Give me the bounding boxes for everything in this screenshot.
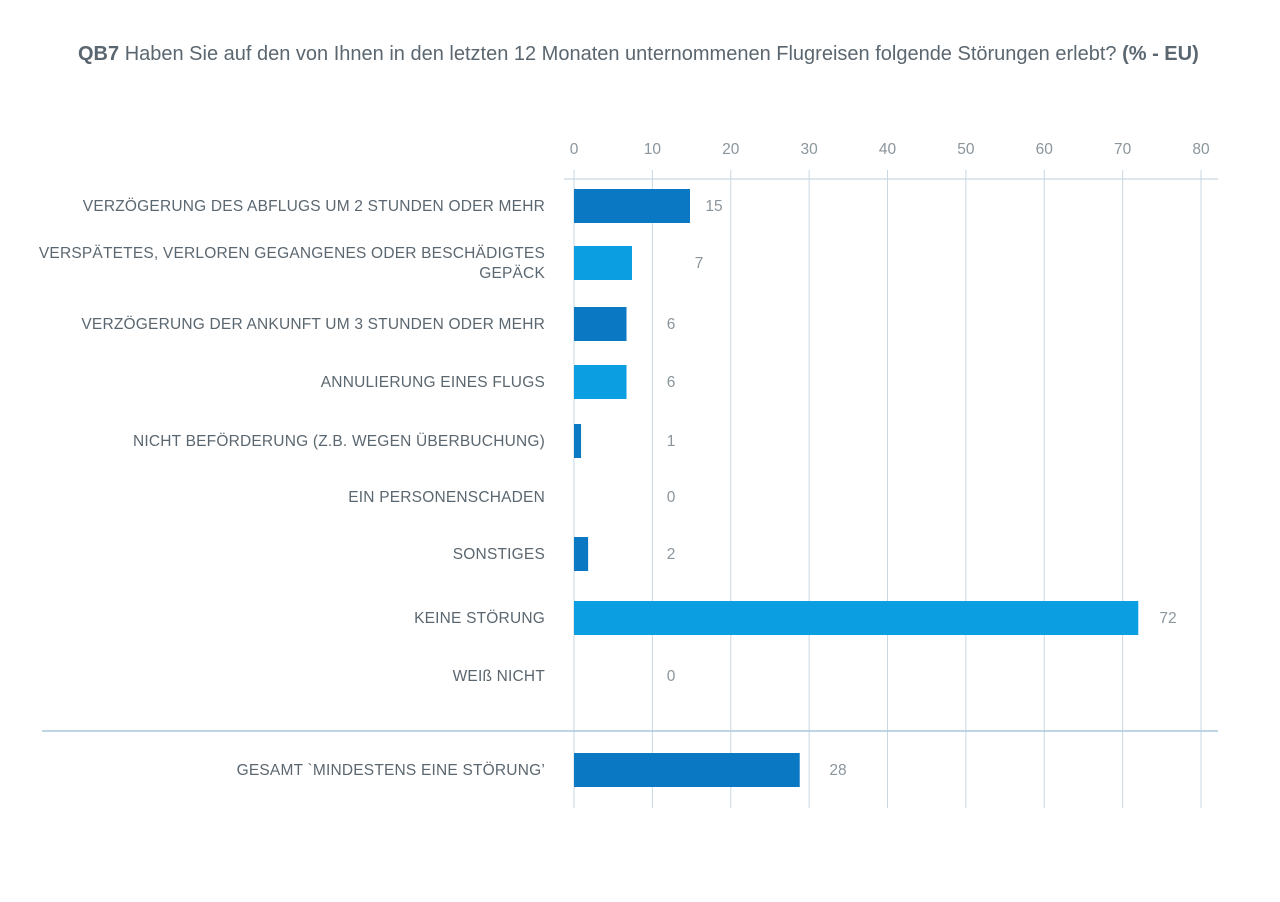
value-label: 6 bbox=[667, 316, 676, 333]
value-label: 0 bbox=[667, 489, 676, 506]
category-label: GEPÄCK bbox=[479, 265, 545, 282]
x-tick-label: 0 bbox=[570, 141, 579, 158]
bar bbox=[574, 307, 627, 341]
bar bbox=[574, 189, 690, 223]
x-tick-label: 50 bbox=[957, 141, 975, 158]
x-tick-label: 10 bbox=[644, 141, 662, 158]
unit-label: (% - EU) bbox=[1122, 43, 1199, 65]
question-text: Haben Sie auf den von Ihnen in den letzt… bbox=[124, 43, 1117, 65]
x-tick-label: 70 bbox=[1114, 141, 1132, 158]
chart-title: QB7 Haben Sie auf den von Ihnen in den l… bbox=[78, 40, 1218, 68]
category-label: NICHT BEFÖRDERUNG (Z.B. WEGEN ÜBERBUCHUN… bbox=[133, 432, 545, 450]
value-label: 0 bbox=[667, 668, 676, 685]
category-label: SONSTIGES bbox=[453, 546, 545, 563]
category-label: WEIß NICHT bbox=[453, 668, 546, 685]
category-label: KEINE STÖRUNG bbox=[414, 609, 545, 627]
category-label: GESAMT `MINDESTENS EINE STÖRUNG’ bbox=[237, 761, 545, 779]
category-label: VERZÖGERUNG DER ANKUNFT UM 3 STUNDEN ODE… bbox=[81, 315, 545, 333]
x-tick-label: 60 bbox=[1036, 141, 1054, 158]
category-label: ANNULIERUNG EINES FLUGS bbox=[321, 374, 545, 391]
bar bbox=[574, 246, 632, 280]
value-label: 6 bbox=[667, 374, 676, 391]
bars bbox=[574, 189, 1139, 787]
value-label: 7 bbox=[695, 255, 704, 272]
bar bbox=[574, 601, 1139, 635]
value-label: 1 bbox=[667, 433, 676, 450]
category-label: VERSPÄTETES, VERLOREN GEGANGENES ODER BE… bbox=[39, 245, 545, 262]
value-label: 28 bbox=[829, 762, 846, 779]
value-label: 15 bbox=[705, 198, 722, 215]
x-tick-label: 40 bbox=[879, 141, 897, 158]
bar bbox=[574, 537, 589, 571]
bar bbox=[574, 753, 800, 787]
value-label: 72 bbox=[1159, 610, 1176, 627]
bar bbox=[574, 424, 582, 458]
x-tick-label: 20 bbox=[722, 141, 740, 158]
bar bbox=[574, 365, 627, 399]
value-label: 2 bbox=[667, 546, 676, 563]
x-tick-label: 30 bbox=[801, 141, 819, 158]
question-code: QB7 bbox=[78, 43, 120, 65]
category-label: VERZÖGERUNG DES ABFLUGS UM 2 STUNDEN ODE… bbox=[83, 197, 545, 215]
category-label: EIN PERSONENSCHADEN bbox=[348, 489, 545, 506]
x-tick-label: 80 bbox=[1192, 141, 1210, 158]
